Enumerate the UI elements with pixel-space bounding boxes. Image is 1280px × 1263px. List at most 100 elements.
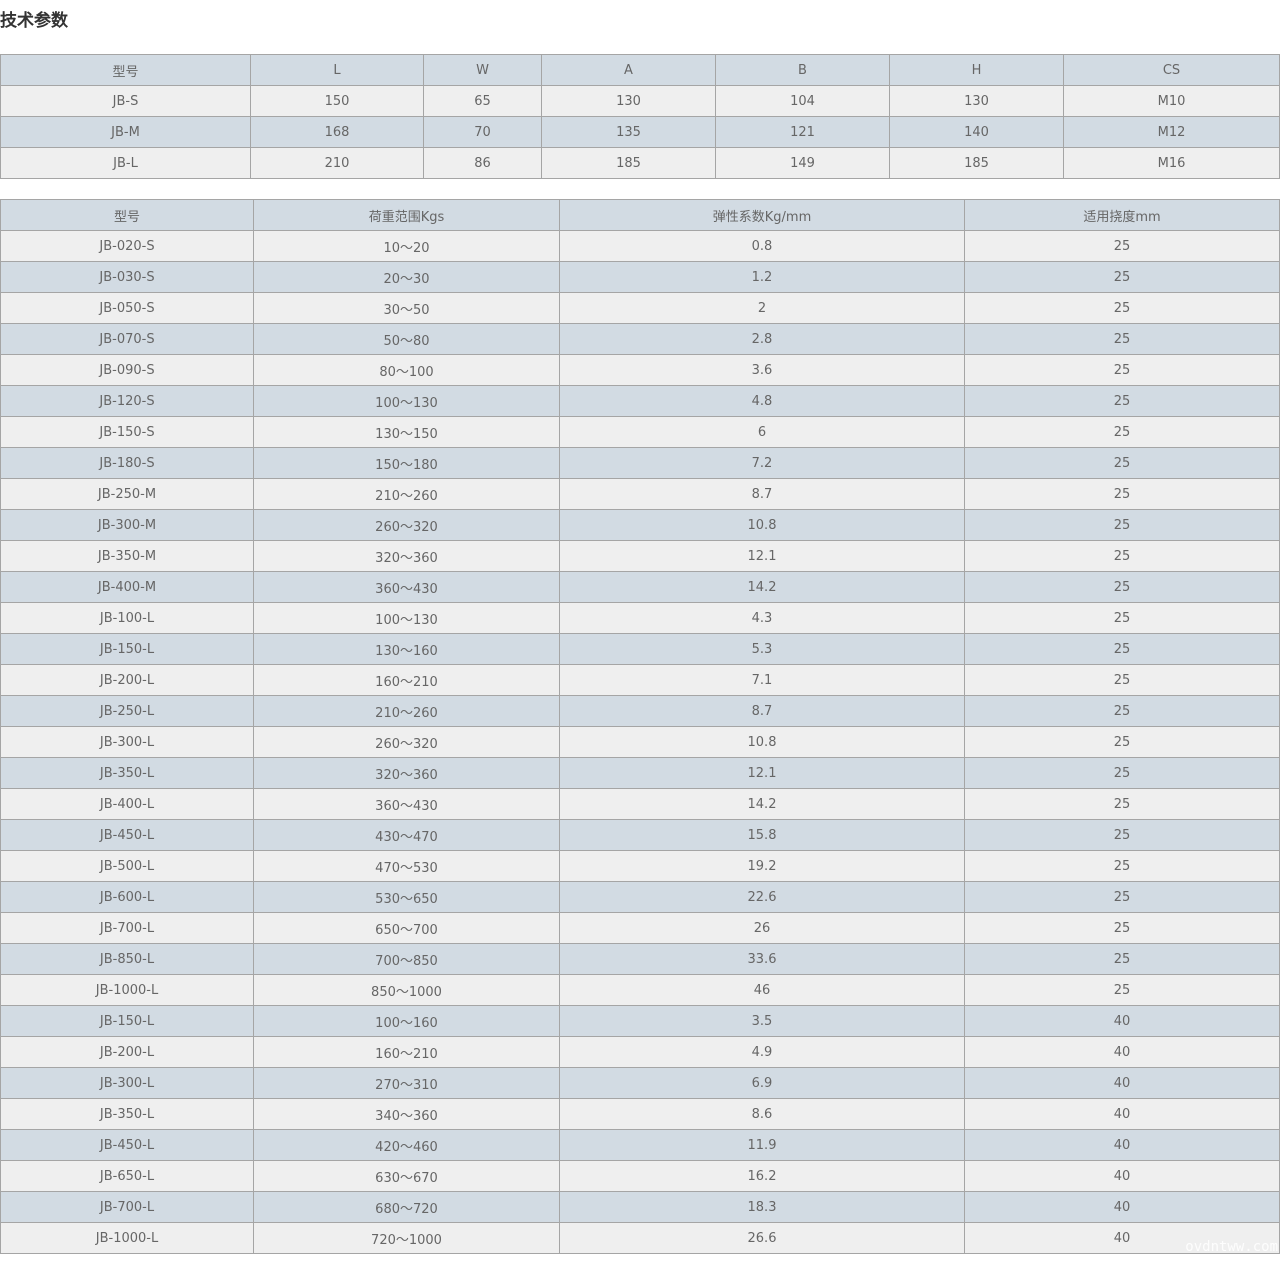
table-cell: 260～320 [253, 726, 560, 758]
column-header: 荷重范围Kgs [253, 199, 560, 231]
table-cell: 25 [964, 726, 1280, 758]
table-cell: 40 [964, 1036, 1280, 1068]
dimensions-table: 型号 L W A B H CS JB-S 150 65 130 104 130 M10 JB-M 168 70 1… [0, 54, 1280, 179]
table-cell: 25 [964, 323, 1280, 355]
table-cell: 65 [423, 85, 542, 117]
table-row: JB-M 168 70 135 121 140 M12 [0, 116, 1280, 148]
table-cell: 15.8 [559, 819, 965, 851]
table-row: JB-150-L 100～160 3.5 40 [0, 1005, 1280, 1037]
table-cell: 25 [964, 416, 1280, 448]
table-cell: 5.3 [559, 633, 965, 665]
table-row: JB-500-L 470～530 19.2 25 [0, 850, 1280, 882]
table-cell: 360～430 [253, 788, 560, 820]
table-row: JB-400-L 360～430 14.2 25 [0, 788, 1280, 820]
table-cell: 40 [964, 1098, 1280, 1130]
table-row: JB-700-L 680～720 18.3 40 [0, 1191, 1280, 1223]
table-cell: 160～210 [253, 1036, 560, 1068]
table-row: JB-150-L 130～160 5.3 25 [0, 633, 1280, 665]
table-cell: 25 [964, 509, 1280, 541]
table-cell: 25 [964, 633, 1280, 665]
table-cell: JB-M [0, 116, 251, 148]
table-cell: 7.2 [559, 447, 965, 479]
table-cell: JB-120-S [0, 385, 254, 417]
table-cell: 6.9 [559, 1067, 965, 1099]
table-row: JB-L 210 86 185 149 185 M16 [0, 147, 1280, 179]
table-cell: JB-150-L [0, 633, 254, 665]
watermark: ovdntww.com [1185, 1239, 1278, 1255]
table-cell: JB-450-L [0, 1129, 254, 1161]
table-cell: 30～50 [253, 292, 560, 324]
table-cell: JB-700-L [0, 912, 254, 944]
table-cell: JB-200-L [0, 1036, 254, 1068]
table-cell: 135 [541, 116, 716, 148]
table-cell: 25 [964, 912, 1280, 944]
table-cell: JB-600-L [0, 881, 254, 913]
table-row: JB-200-L 160～210 4.9 40 [0, 1036, 1280, 1068]
table-row: JB-180-S 150～180 7.2 25 [0, 447, 1280, 479]
table-cell: JB-300-M [0, 509, 254, 541]
table-cell: JB-350-L [0, 1098, 254, 1130]
table-cell: 70 [423, 116, 542, 148]
table-cell: 130～160 [253, 633, 560, 665]
table-cell: 210～260 [253, 695, 560, 727]
table-row: JB-300-L 270～310 6.9 40 [0, 1067, 1280, 1099]
table-cell: 150～180 [253, 447, 560, 479]
table-cell: JB-100-L [0, 602, 254, 634]
table-cell: 320～360 [253, 540, 560, 572]
table-cell: 130 [541, 85, 716, 117]
table-row: JB-350-L 340～360 8.6 40 [0, 1098, 1280, 1130]
table-cell: 130～150 [253, 416, 560, 448]
table-cell: 26 [559, 912, 965, 944]
table-cell: 12.1 [559, 540, 965, 572]
table-row: JB-020-S 10～20 0.8 25 [0, 230, 1280, 262]
table-row: JB-350-M 320～360 12.1 25 [0, 540, 1280, 572]
table-cell: 25 [964, 292, 1280, 324]
table-cell: 340～360 [253, 1098, 560, 1130]
table-cell: 14.2 [559, 788, 965, 820]
table-cell: 680～720 [253, 1191, 560, 1223]
table-cell: 168 [250, 116, 424, 148]
column-header: 型号 [0, 199, 254, 231]
table-cell: 25 [964, 788, 1280, 820]
table-cell: 104 [715, 85, 890, 117]
table-cell: 8.7 [559, 478, 965, 510]
table-cell: 40 [964, 1222, 1280, 1254]
table-cell: 650～700 [253, 912, 560, 944]
table-cell: 470～530 [253, 850, 560, 882]
table-cell: JB-500-L [0, 850, 254, 882]
table-cell: 185 [541, 147, 716, 179]
table-cell: JB-450-L [0, 819, 254, 851]
table-cell: 25 [964, 943, 1280, 975]
table-cell: JB-400-M [0, 571, 254, 603]
table-cell: 25 [964, 571, 1280, 603]
table-cell: 25 [964, 385, 1280, 417]
table-cell: 22.6 [559, 881, 965, 913]
table-cell: 25 [964, 261, 1280, 293]
table-cell: 630～670 [253, 1160, 560, 1192]
header-row: 型号 L W A B H CS [0, 54, 1280, 86]
table-cell: 6 [559, 416, 965, 448]
table-row: JB-250-M 210～260 8.7 25 [0, 478, 1280, 510]
table-cell: M10 [1063, 85, 1280, 117]
table-cell: JB-350-L [0, 757, 254, 789]
table-row: JB-030-S 20～30 1.2 25 [0, 261, 1280, 293]
table-cell: 130 [889, 85, 1064, 117]
table-cell: 160～210 [253, 664, 560, 696]
table-cell: 25 [964, 664, 1280, 696]
table-row: JB-300-L 260～320 10.8 25 [0, 726, 1280, 758]
table-cell: 2 [559, 292, 965, 324]
table-row: JB-070-S 50～80 2.8 25 [0, 323, 1280, 355]
table-cell: 40 [964, 1191, 1280, 1223]
table-cell: 320～360 [253, 757, 560, 789]
table-cell: 4.3 [559, 602, 965, 634]
table-row: JB-120-S 100～130 4.8 25 [0, 385, 1280, 417]
table-row: JB-S 150 65 130 104 130 M10 [0, 85, 1280, 117]
column-header: CS [1063, 54, 1280, 86]
column-header: W [423, 54, 542, 86]
table-cell: JB-300-L [0, 726, 254, 758]
column-header: 适用挠度mm [964, 199, 1280, 231]
table-cell: 140 [889, 116, 1064, 148]
table-cell: 25 [964, 695, 1280, 727]
table-cell: 20～30 [253, 261, 560, 293]
table-cell: 0.8 [559, 230, 965, 262]
